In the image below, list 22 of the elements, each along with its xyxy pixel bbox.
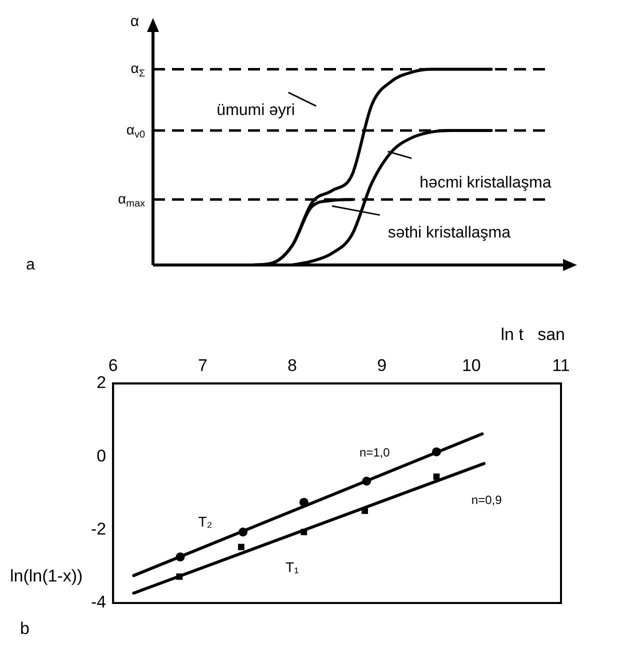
annotation: ümumi əyri	[216, 102, 295, 120]
annotation: n=0,9	[471, 492, 502, 507]
x-tick-label: 9	[377, 356, 387, 375]
x-tick-label: 6	[108, 356, 118, 375]
text: a	[26, 256, 35, 274]
y-tick-label: -4	[90, 592, 106, 612]
annotation: səthi kristallaşma	[388, 224, 511, 242]
x-tick-label: 7	[198, 356, 208, 375]
annotation: T₂	[198, 513, 212, 530]
y-tick-label: 2	[96, 373, 106, 392]
y-axis-title: α	[130, 13, 140, 30]
x-axis-title: ln t san	[500, 325, 566, 344]
x-tick-label: 8	[288, 356, 298, 375]
annotation: T₁	[286, 559, 300, 576]
text: b	[20, 619, 30, 638]
x-tick-label: 11	[552, 356, 570, 375]
annotation: həcmi kristallaşma	[420, 174, 552, 192]
y-axis-title: ln(ln(1-x))	[10, 566, 83, 586]
y-tick-label: -2	[90, 519, 106, 538]
x-tick-label: 10	[462, 356, 481, 375]
y-tick-label: 0	[96, 446, 106, 466]
annotation: n=1,0	[359, 445, 390, 460]
